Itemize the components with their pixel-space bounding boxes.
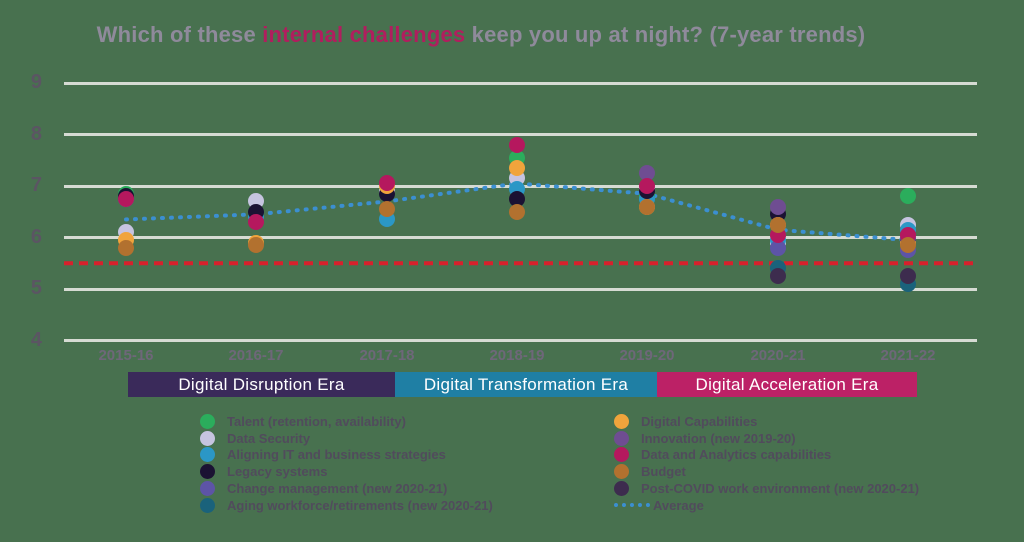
legend-column: Digital Capabilities Innovation (new 2019… bbox=[614, 413, 919, 514]
data-point bbox=[639, 165, 655, 182]
legend-item-label: Data Security bbox=[227, 430, 311, 446]
data-point bbox=[118, 239, 134, 256]
x-axis-tick-label: 2015-16 bbox=[98, 347, 154, 364]
y-axis-tick-label: 5 bbox=[30, 277, 42, 299]
data-point bbox=[770, 198, 786, 215]
legend-item: Digital Capabilities bbox=[614, 413, 919, 430]
average-dotted-swatch-icon bbox=[614, 503, 650, 508]
data-point bbox=[509, 203, 525, 220]
legend-dot-icon bbox=[200, 497, 215, 513]
data-point bbox=[900, 237, 916, 254]
data-point bbox=[770, 268, 786, 285]
legend-item-label: Legacy systems bbox=[227, 464, 328, 480]
legend-item-label: Change management (new 2020-21) bbox=[227, 481, 448, 497]
legend-dot-icon bbox=[200, 447, 215, 463]
legend-item-label: Talent (retention, availability) bbox=[227, 413, 406, 429]
legend-item-label: Budget bbox=[641, 464, 686, 480]
legend-dot-icon bbox=[614, 430, 629, 446]
data-point bbox=[639, 178, 655, 194]
chart-title-suffix: keep you up at night? (7-year trends) bbox=[465, 22, 866, 47]
data-point bbox=[770, 239, 786, 256]
x-axis-tick-label: 2016-17 bbox=[228, 347, 284, 364]
data-point bbox=[509, 159, 525, 176]
gridline-y9 bbox=[64, 81, 977, 85]
legend-item: Innovation (new 2019-20) bbox=[614, 430, 919, 447]
legend-dot-icon bbox=[200, 430, 215, 446]
legend-item: Talent (retention, availability) bbox=[200, 413, 493, 430]
data-point bbox=[379, 175, 395, 192]
data-point bbox=[900, 268, 916, 285]
data-point bbox=[118, 190, 134, 207]
legend-item: Aging workforce/retirements (new 2020-21… bbox=[200, 497, 493, 514]
gridline-y8 bbox=[64, 133, 977, 136]
legend-dot-icon bbox=[200, 481, 215, 497]
x-axis-tick-label: 2019-20 bbox=[619, 347, 675, 364]
data-point bbox=[248, 214, 264, 231]
legend-dot-icon bbox=[614, 464, 629, 480]
legend-item-average: Average bbox=[614, 497, 919, 514]
x-axis-tick-label: 2018-19 bbox=[489, 347, 545, 364]
gridline-y6 bbox=[64, 236, 977, 239]
data-point bbox=[509, 190, 525, 207]
x-axis-tick-label: 2020-21 bbox=[750, 347, 806, 364]
legend-item-label: Average bbox=[653, 497, 704, 513]
chart-title-prefix: Which of these bbox=[96, 22, 263, 47]
y-axis-tick-label: 9 bbox=[30, 71, 42, 93]
legend-item: Post-COVID work environment (new 2020-21… bbox=[614, 480, 919, 497]
legend-item: Aligning IT and business strategies bbox=[200, 447, 493, 464]
legend-dot-icon bbox=[614, 481, 629, 497]
legend-dot-icon bbox=[200, 464, 215, 480]
data-point bbox=[770, 216, 786, 233]
legend-item: Change management (new 2020-21) bbox=[200, 480, 493, 497]
data-point bbox=[509, 136, 525, 153]
data-point bbox=[248, 237, 264, 254]
legend-item-label: Aligning IT and business strategies bbox=[227, 447, 446, 463]
legend-item-label: Data and Analytics capabilities bbox=[641, 447, 832, 463]
legend-item: Budget bbox=[614, 463, 919, 480]
legend-column: Talent (retention, availability) Data Sec… bbox=[200, 413, 493, 514]
y-axis-tick-label: 7 bbox=[30, 174, 42, 196]
chart-title: Which of these internal challenges keep … bbox=[0, 22, 962, 48]
gridline-y5 bbox=[64, 287, 977, 291]
legend-dot-icon bbox=[200, 413, 215, 429]
era-band: Digital Transformation Era bbox=[395, 372, 657, 397]
data-point bbox=[639, 198, 655, 215]
legend-item-label: Digital Capabilities bbox=[641, 413, 758, 429]
era-band: Digital Disruption Era bbox=[128, 372, 395, 397]
chart-title-highlight: internal challenges bbox=[262, 22, 466, 47]
x-axis-tick-label: 2021-22 bbox=[880, 347, 936, 364]
y-axis-tick-label: 4 bbox=[30, 328, 42, 351]
legend-item: Data Security bbox=[200, 430, 493, 447]
y-axis-tick-label: 8 bbox=[30, 122, 42, 145]
era-band: Digital Acceleration Era bbox=[657, 372, 917, 397]
gridline-y4 bbox=[64, 339, 977, 342]
data-point bbox=[379, 201, 395, 218]
legend-dot-icon bbox=[614, 413, 629, 429]
legend-dot-icon bbox=[614, 447, 629, 463]
legend-item-label: Aging workforce/retirements (new 2020-21… bbox=[227, 497, 493, 513]
legend-item-label: Innovation (new 2019-20) bbox=[641, 430, 796, 446]
legend-item-label: Post-COVID work environment (new 2020-21… bbox=[641, 481, 920, 497]
data-point bbox=[900, 188, 916, 205]
legend-item: Legacy systems bbox=[200, 463, 493, 480]
x-axis-tick-label: 2017-18 bbox=[359, 347, 415, 364]
legend-item: Data and Analytics capabilities bbox=[614, 447, 919, 464]
y-axis-tick-label: 6 bbox=[30, 225, 42, 248]
